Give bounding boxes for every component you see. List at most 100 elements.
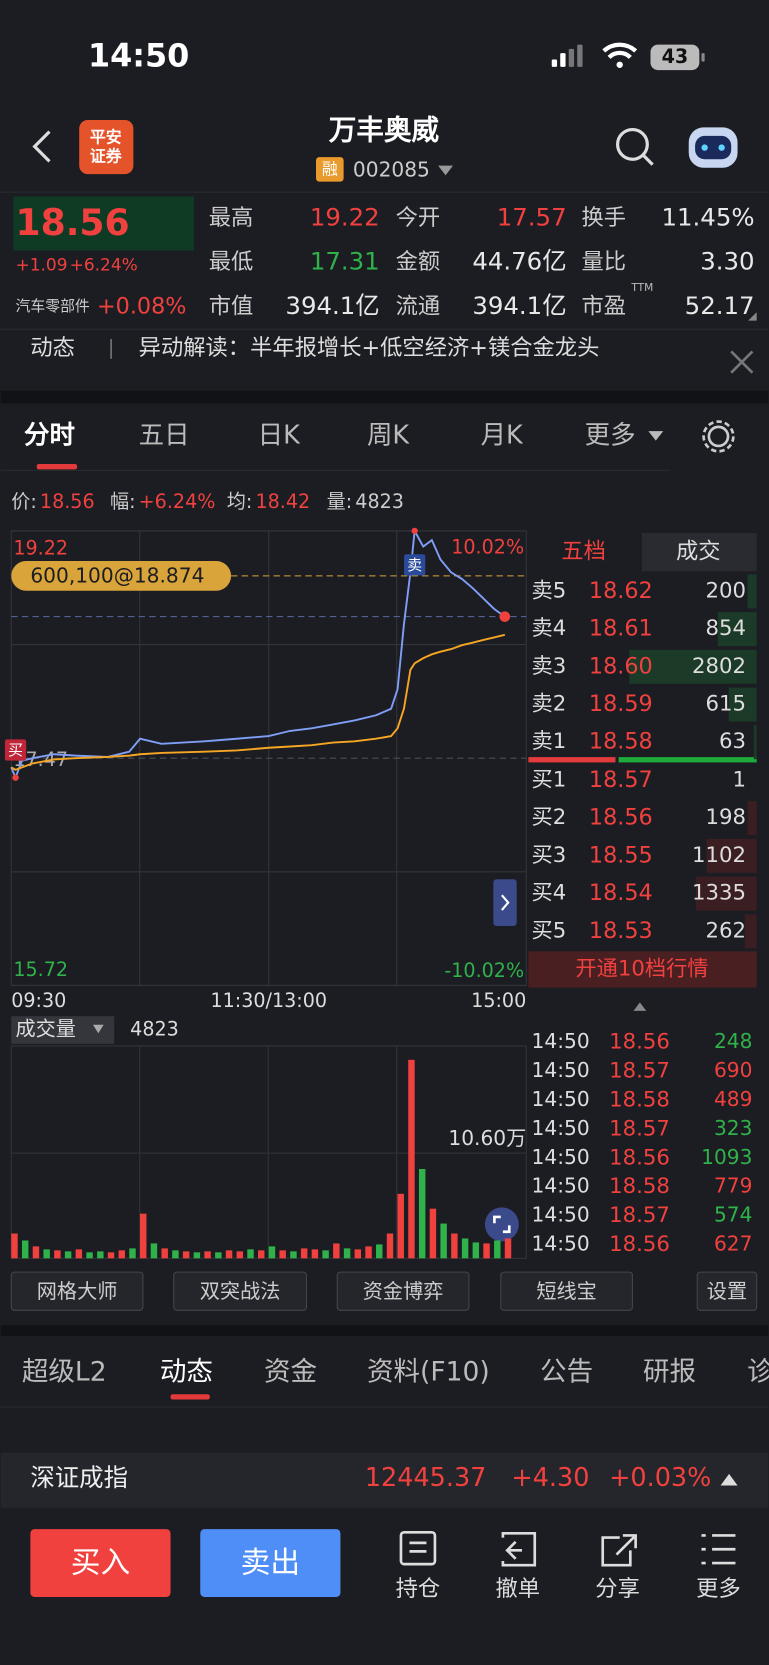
code-dropdown[interactable]	[438, 165, 453, 176]
book-tab[interactable]: 五档	[561, 539, 606, 565]
logo-text: 平安	[90, 128, 122, 147]
content-tab[interactable]: 资料(F10)	[367, 1356, 490, 1387]
index-change: +4.30	[511, 1463, 589, 1493]
content-tab[interactable]: 资金	[264, 1356, 317, 1387]
book-label: 卖5	[532, 578, 567, 603]
content-tab[interactable]: 动态	[160, 1356, 213, 1387]
period-tab[interactable]: 日K	[258, 420, 301, 450]
back-button[interactable]	[32, 130, 51, 163]
settings-button[interactable]	[707, 425, 730, 448]
period-tab[interactable]: 五日	[139, 420, 190, 450]
trade-time: 14:50	[532, 1029, 590, 1053]
volume-bar	[451, 1233, 458, 1259]
book-label: 卖2	[532, 692, 567, 717]
period-tab[interactable]: 月K	[481, 420, 524, 450]
volume-dropdown	[93, 1024, 104, 1034]
broker-logo	[79, 119, 134, 175]
volume-bar	[75, 1249, 83, 1259]
volume-bar	[43, 1249, 50, 1259]
ask-ratio	[528, 757, 616, 763]
tool-button[interactable]	[336, 1271, 470, 1311]
tool-button[interactable]	[10, 1271, 144, 1311]
content-tab[interactable]: 超级L2	[22, 1356, 107, 1387]
index-bar[interactable]	[0, 1452, 769, 1508]
buy-button[interactable]	[30, 1529, 171, 1598]
sell-button[interactable]	[200, 1529, 341, 1598]
last-price: 18.56	[16, 201, 130, 244]
expand-corner[interactable]	[748, 312, 757, 321]
margin-badge-text: 融	[322, 159, 338, 178]
sell-label[interactable]: 卖出	[241, 1546, 300, 1581]
sector-name: 汽车零部件	[16, 297, 90, 315]
book-price: 18.54	[589, 880, 653, 906]
trade-marker[interactable]	[4, 739, 27, 761]
tool-button[interactable]	[500, 1271, 633, 1311]
content-tab[interactable]: 诊	[747, 1356, 769, 1387]
upgrade-text[interactable]: 开通10档行情	[575, 956, 708, 981]
book-tab[interactable]: 成交	[676, 539, 721, 565]
volume-bar	[193, 1252, 201, 1259]
order-pill[interactable]	[11, 560, 232, 591]
volume-bar	[440, 1223, 447, 1259]
action-icons	[399, 1530, 736, 1567]
scroll-up[interactable]	[633, 1002, 647, 1011]
action-label[interactable]: 更多	[696, 1576, 741, 1602]
book-volume: 198	[706, 805, 747, 830]
stat-label: 量比	[581, 249, 626, 275]
book-volume: 1335	[692, 881, 746, 906]
stat-value: 17.31	[310, 246, 380, 275]
volume-bar	[354, 1249, 362, 1259]
trade-time: 14:50	[532, 1145, 590, 1169]
buy-label[interactable]: 买入	[71, 1546, 130, 1581]
volume-current: 4823	[130, 1018, 179, 1041]
trade-marker[interactable]	[404, 554, 426, 576]
stat-label: 最低	[209, 249, 254, 275]
battery-tip	[701, 53, 705, 62]
volume-bar	[472, 1242, 480, 1259]
book-label: 买1	[532, 767, 567, 792]
period-tab[interactable]: 分时	[24, 420, 75, 450]
trade-marker-point	[12, 774, 19, 781]
logo-text: 证券	[90, 147, 123, 166]
book-volume: 262	[706, 918, 747, 943]
period-tab[interactable]: 周K	[367, 420, 410, 450]
action-label[interactable]: 撤单	[495, 1576, 540, 1602]
book-price: 18.58	[589, 729, 653, 755]
index-toggle[interactable]	[720, 1473, 738, 1486]
volume-bar	[311, 1249, 319, 1259]
pe-tag: TTM	[630, 281, 653, 294]
trade-volume: 574	[714, 1203, 752, 1227]
stat-label: 最高	[209, 205, 254, 231]
fullscreen-button[interactable]	[484, 1207, 519, 1242]
tool-button[interactable]	[173, 1271, 307, 1311]
volume-bar	[247, 1249, 254, 1259]
stat-label: 换手	[581, 205, 626, 231]
action-label[interactable]: 分享	[595, 1576, 640, 1602]
trade-price: 18.56	[609, 1232, 670, 1257]
search-button[interactable]	[615, 127, 649, 161]
book-label: 买5	[532, 918, 567, 943]
action-label[interactable]: 持仓	[396, 1576, 441, 1602]
news-text[interactable]: 异动解读：半年报增长+低空经济+镁合金龙头	[139, 335, 600, 361]
content-tab[interactable]: 公告	[540, 1356, 593, 1387]
tool-button[interactable]	[696, 1271, 758, 1311]
x-tick-label: 11:30/13:00	[210, 989, 327, 1012]
book-price: 18.56	[589, 805, 653, 831]
book-label: 卖1	[532, 729, 567, 754]
collapse-button[interactable]	[493, 879, 517, 926]
content-tab[interactable]: 研报	[643, 1356, 696, 1387]
book-price: 18.57	[589, 767, 653, 793]
volume-bar	[333, 1243, 340, 1259]
trades-tab[interactable]	[642, 533, 757, 572]
period-tab[interactable]: 更多	[585, 420, 636, 450]
stat-value: 44.76亿	[472, 246, 566, 275]
book-price: 18.59	[589, 691, 653, 717]
tool-label: 资金博弈	[363, 1279, 444, 1303]
stat-value: 3.30	[700, 246, 754, 275]
more-dropdown[interactable]	[648, 431, 664, 441]
upgrade-button[interactable]	[528, 951, 757, 988]
price-box	[13, 196, 194, 251]
info-value: 18.42	[255, 490, 310, 513]
close-news[interactable]	[730, 350, 754, 374]
assistant-eye	[718, 144, 725, 151]
